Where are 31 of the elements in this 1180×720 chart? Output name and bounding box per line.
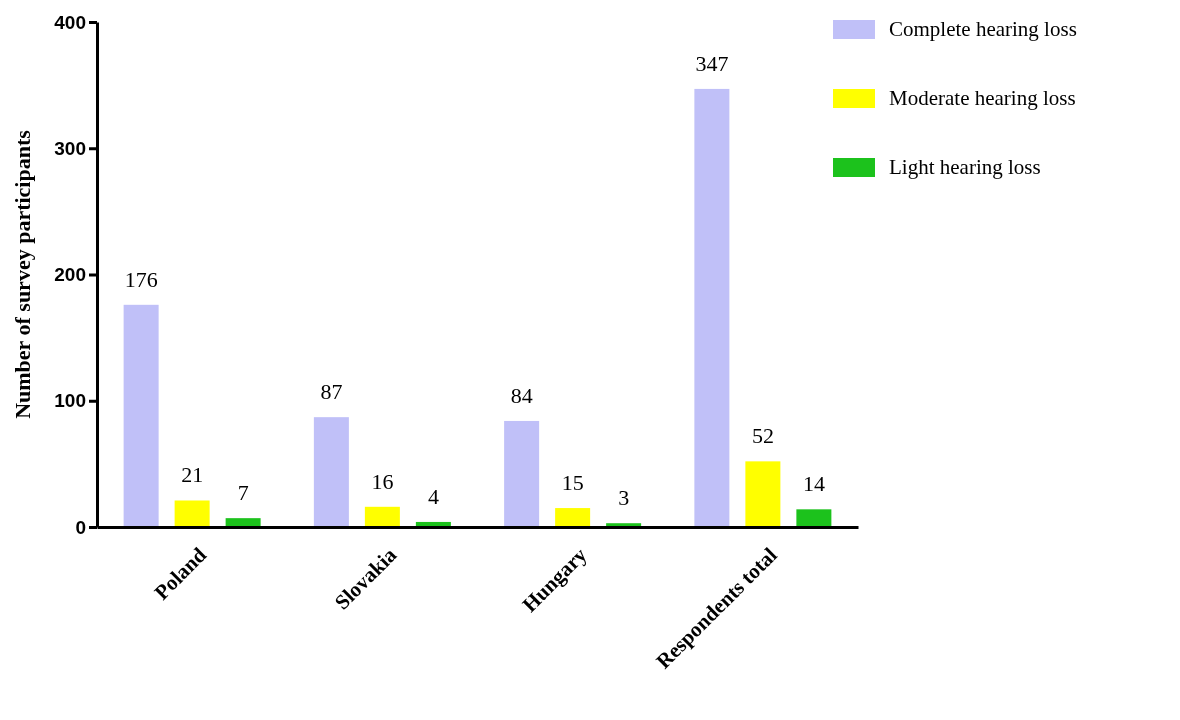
data-label: 87 — [320, 379, 343, 405]
data-label: 16 — [371, 468, 394, 494]
bar — [174, 500, 210, 527]
bar — [796, 509, 832, 527]
data-label: 4 — [427, 483, 439, 509]
data-label: 21 — [181, 462, 204, 488]
y-tick-label: 200 — [54, 264, 86, 286]
bar — [694, 88, 730, 527]
legend-label: Complete hearing loss — [889, 17, 1077, 41]
y-tick-label: 0 — [75, 516, 86, 538]
bar — [555, 508, 591, 527]
y-axis-title: Number of survey participants — [10, 129, 35, 419]
bar — [123, 304, 159, 527]
data-label: 84 — [510, 382, 533, 408]
legend-label: Moderate hearing loss — [889, 86, 1076, 110]
data-label: 176 — [124, 266, 158, 292]
bar — [745, 461, 781, 527]
bar — [225, 518, 261, 527]
bar — [313, 417, 349, 527]
bar — [504, 420, 540, 527]
data-label: 3 — [618, 485, 630, 511]
data-label: 52 — [751, 423, 774, 449]
bar — [364, 506, 400, 527]
legend-label: Light hearing loss — [889, 155, 1041, 179]
data-label: 7 — [237, 480, 249, 506]
y-tick-label: 300 — [54, 137, 86, 159]
data-label: 15 — [561, 470, 584, 496]
y-tick-label: 400 — [54, 11, 86, 33]
y-tick-label: 100 — [54, 390, 86, 412]
data-label: 347 — [695, 50, 729, 76]
data-label: 14 — [802, 471, 825, 497]
